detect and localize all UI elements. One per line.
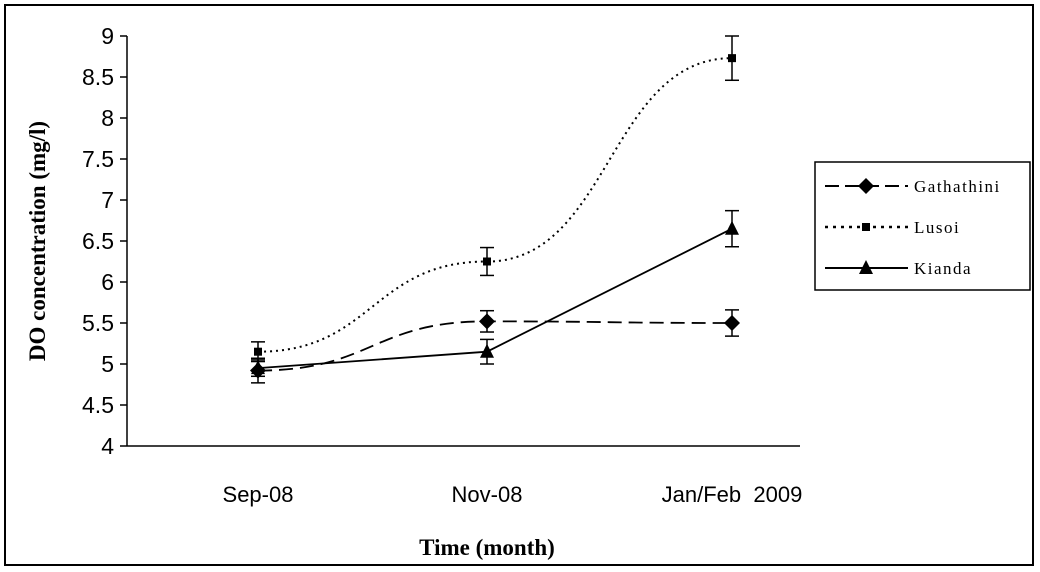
series-line: [257, 57, 733, 353]
legend-marker: [862, 223, 870, 231]
y-tick-label: 4: [101, 433, 114, 459]
legend-label: Lusoi: [914, 218, 960, 237]
data-point: [728, 54, 736, 63]
y-tick-label: 7.5: [82, 146, 114, 172]
y-tick-label: 4.5: [82, 392, 114, 418]
y-tick-label: 7: [101, 187, 114, 213]
legend-marker: [859, 260, 873, 274]
series-layer: [250, 35, 740, 384]
y-tick-label: 6: [101, 269, 114, 295]
data-point: [480, 343, 494, 358]
y-tick-label: 5: [101, 351, 114, 377]
y-tick-label: 8.5: [82, 64, 114, 90]
x-axis-title: Time (month): [419, 535, 555, 560]
y-axis-title: DO concentration (mg/l): [25, 121, 50, 361]
y-tick-label: 9: [101, 23, 114, 49]
series-line: [257, 227, 733, 369]
data-point: [251, 360, 265, 375]
axes: 4 4.5 5 5.5 6 6.5 7 7.5 8 8.5 9 Sep-08 Nov-08 Jan/Feb…: [82, 23, 802, 507]
data-point: [725, 220, 739, 235]
x-tick-label: Jan/Feb 2009: [662, 482, 803, 507]
legend-item-lusoi: Lusoi: [825, 218, 960, 237]
legend-item-kianda: Kianda: [825, 259, 972, 278]
x-tick-label: Nov-08: [452, 482, 523, 507]
legend-label: Kianda: [914, 259, 972, 278]
legend-marker: [858, 178, 874, 194]
data-point: [724, 315, 740, 331]
x-tick-label: Sep-08: [223, 482, 294, 507]
y-tick-label: 6.5: [82, 228, 114, 254]
data-point: [254, 347, 262, 356]
series-lusoi: [251, 35, 739, 363]
y-tick-label: 5.5: [82, 310, 114, 336]
series-gathathini: [250, 309, 740, 384]
series-kianda: [251, 209, 739, 378]
data-point: [483, 257, 491, 266]
legend: Gathathini Lusoi Kianda: [814, 161, 1031, 291]
data-point: [479, 313, 495, 330]
legend-item-gathathini: Gathathini: [825, 177, 1001, 196]
y-tick-label: 8: [101, 105, 114, 131]
legend-label: Gathathini: [914, 177, 1001, 196]
